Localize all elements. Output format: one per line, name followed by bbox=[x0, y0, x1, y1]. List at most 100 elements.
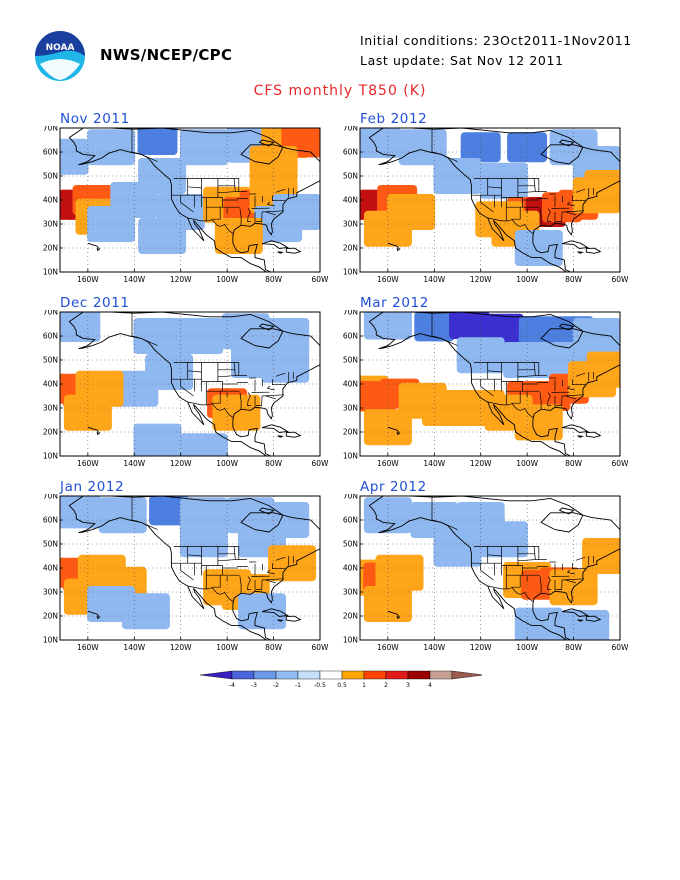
lon-tick-label: 60W bbox=[612, 459, 628, 468]
state-border bbox=[561, 394, 585, 397]
state-border bbox=[555, 395, 563, 406]
state-border bbox=[212, 207, 221, 220]
lon-tick-label: 120W bbox=[470, 643, 492, 652]
lon-tick-label: 100W bbox=[516, 643, 538, 652]
lat-tick-label: 30N bbox=[343, 404, 358, 413]
island-coastline bbox=[258, 323, 275, 331]
island-coastline bbox=[387, 610, 401, 620]
colorbar-label: -3 bbox=[251, 682, 257, 689]
state-border bbox=[555, 579, 563, 590]
svg-text:NOAA: NOAA bbox=[46, 43, 75, 53]
colorbar-swatch bbox=[275, 670, 299, 680]
state-border bbox=[272, 379, 286, 386]
state-border bbox=[539, 392, 542, 409]
island-coastline bbox=[285, 431, 302, 438]
lat-tick-label: 70N bbox=[343, 494, 358, 501]
lon-tick-label: 140W bbox=[123, 275, 145, 284]
anomaly-cell bbox=[433, 530, 482, 567]
lat-tick-label: 30N bbox=[343, 220, 358, 229]
state-border bbox=[517, 178, 536, 194]
colorbar-swatch bbox=[341, 670, 365, 680]
anomaly-cell bbox=[518, 316, 559, 347]
state-border bbox=[539, 576, 542, 593]
lat-tick-label: 70N bbox=[43, 494, 58, 501]
anomaly-cell bbox=[582, 538, 620, 574]
state-border bbox=[566, 385, 575, 391]
anomaly-cell bbox=[98, 497, 147, 534]
state-border bbox=[487, 186, 502, 189]
lon-tick-label: 160W bbox=[77, 459, 99, 468]
island-coastline bbox=[87, 242, 101, 252]
state-border bbox=[512, 575, 521, 588]
lon-tick-label: 80W bbox=[265, 459, 283, 468]
island-coastline bbox=[258, 139, 275, 147]
state-border bbox=[266, 569, 275, 575]
lat-tick-label: 70N bbox=[43, 126, 58, 133]
anomaly-field bbox=[60, 496, 317, 630]
lat-tick-label: 50N bbox=[43, 540, 58, 549]
colorbar-label: 4 bbox=[428, 682, 432, 689]
state-border bbox=[275, 372, 286, 377]
state-border bbox=[566, 569, 575, 575]
island-coastline bbox=[387, 242, 401, 252]
lat-tick-label: 10N bbox=[343, 636, 358, 645]
alaska-canada-border bbox=[131, 496, 158, 530]
colorbar-label: 3 bbox=[406, 682, 410, 689]
us-mexico-border bbox=[487, 217, 534, 235]
lat-tick-label: 20N bbox=[43, 428, 58, 437]
anomaly-cell bbox=[586, 351, 620, 388]
state-border bbox=[239, 392, 242, 409]
state-border bbox=[512, 391, 521, 404]
island-coastline bbox=[622, 356, 628, 367]
anomaly-cell bbox=[149, 496, 190, 526]
anomaly-cell bbox=[261, 346, 310, 383]
colorbar-label: -4 bbox=[229, 682, 235, 689]
state-border bbox=[572, 195, 586, 202]
lat-tick-label: 70N bbox=[343, 310, 358, 317]
lat-tick-label: 40N bbox=[43, 564, 58, 573]
anomaly-cell bbox=[414, 312, 455, 342]
island-coastline bbox=[577, 619, 584, 622]
lon-tick-label: 120W bbox=[170, 275, 192, 284]
colorbar-swatch bbox=[407, 670, 431, 680]
lat-tick-label: 20N bbox=[343, 612, 358, 621]
lat-tick-label: 50N bbox=[43, 172, 58, 181]
lat-tick-label: 10N bbox=[43, 268, 58, 277]
lat-tick-label: 50N bbox=[343, 172, 358, 181]
map-panel-apr-2012: 70N 60N 50N 40N 30N 20N 10N 160W 140W 120W 100W 80W… bbox=[343, 494, 628, 652]
lat-tick-label: 10N bbox=[343, 452, 358, 461]
state-border bbox=[487, 370, 502, 373]
anomaly-cell bbox=[363, 497, 412, 534]
island-coastline bbox=[622, 172, 628, 183]
state-border bbox=[180, 563, 194, 581]
island-coastline bbox=[622, 540, 628, 551]
island-coastline bbox=[277, 619, 284, 622]
anomaly-cell bbox=[483, 313, 524, 344]
anomaly-cell bbox=[179, 521, 228, 558]
state-border bbox=[575, 188, 586, 193]
colorbar-swatch bbox=[199, 670, 233, 680]
colorbar-swatch bbox=[385, 670, 409, 680]
lon-tick-label: 120W bbox=[170, 459, 192, 468]
colorbar-swatch bbox=[319, 670, 343, 680]
island-coastline bbox=[322, 172, 328, 183]
lat-tick-label: 50N bbox=[343, 540, 358, 549]
colorbar-swatch bbox=[363, 670, 387, 680]
lon-tick-label: 60W bbox=[612, 275, 628, 284]
state-border bbox=[517, 565, 523, 576]
state-border bbox=[561, 210, 585, 213]
state-border bbox=[565, 211, 576, 216]
colorbar-label: -2 bbox=[273, 682, 279, 689]
colorbar-label: -0.5 bbox=[314, 682, 326, 689]
state-border bbox=[180, 379, 194, 397]
state-border bbox=[575, 556, 586, 561]
state-border bbox=[266, 201, 275, 207]
anomaly-cell bbox=[133, 423, 182, 456]
lon-tick-label: 140W bbox=[123, 459, 145, 468]
lat-tick-label: 10N bbox=[43, 452, 58, 461]
state-border bbox=[212, 391, 221, 404]
us-mexico-border bbox=[187, 401, 234, 419]
state-border bbox=[265, 211, 276, 216]
lat-tick-label: 10N bbox=[343, 268, 358, 277]
anomaly-cell bbox=[479, 162, 528, 199]
